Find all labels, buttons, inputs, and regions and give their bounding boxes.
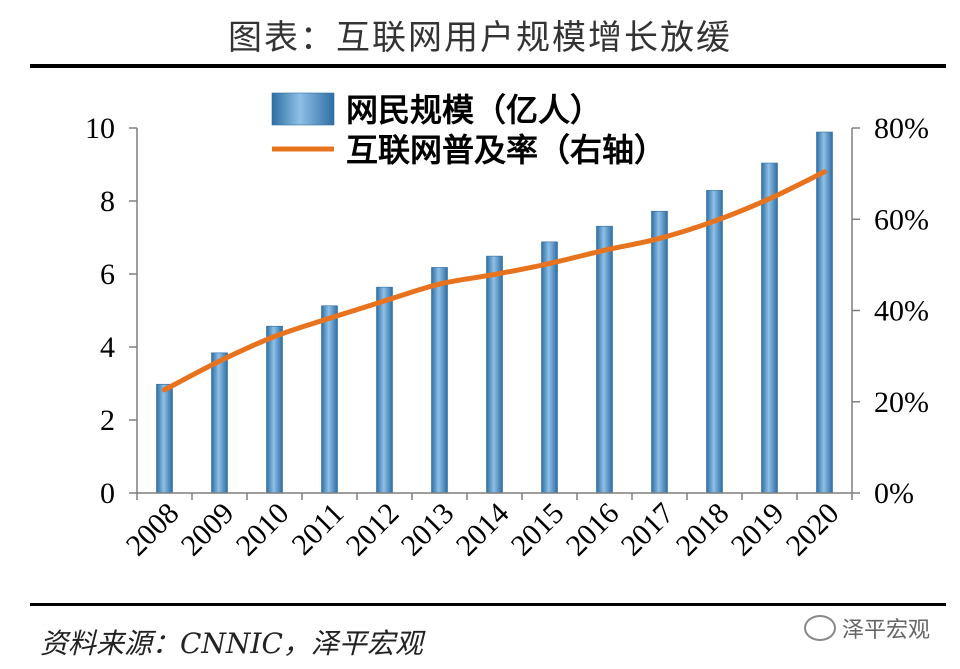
x-tick-label-2016: 2016 bbox=[560, 497, 626, 563]
right-tick-label: 60% bbox=[874, 203, 929, 236]
bar-2018 bbox=[706, 190, 723, 494]
x-tick-label-2010: 2010 bbox=[230, 497, 296, 563]
bar-2012 bbox=[376, 286, 393, 494]
line-series-penetration bbox=[162, 169, 827, 393]
bar-2011 bbox=[321, 305, 338, 494]
left-tick-label: 4 bbox=[100, 331, 115, 364]
left-tick-label: 6 bbox=[100, 258, 115, 291]
bar-2014 bbox=[486, 255, 503, 494]
x-tick-label-2014: 2014 bbox=[450, 497, 516, 563]
left-tick-label: 10 bbox=[85, 112, 115, 145]
x-tick-label-2011: 2011 bbox=[285, 497, 350, 562]
legend-bar-swatch bbox=[271, 92, 335, 126]
x-tick-label-2020: 2020 bbox=[780, 497, 846, 563]
right-tick-label: 20% bbox=[874, 386, 929, 419]
watermark-text: 泽平宏观 bbox=[841, 618, 930, 643]
legend-bar-label: 网民规模（亿人） bbox=[346, 91, 602, 129]
right-tick-label: 80% bbox=[874, 112, 929, 145]
x-tick-label-2008: 2008 bbox=[120, 497, 186, 563]
bar-2009 bbox=[211, 352, 228, 494]
bar-2015 bbox=[541, 241, 558, 494]
x-tick-label-2015: 2015 bbox=[505, 497, 571, 563]
bar-2013 bbox=[431, 267, 448, 494]
top-rule bbox=[30, 64, 946, 68]
x-tick-label-2013: 2013 bbox=[395, 497, 461, 563]
bar-2008 bbox=[156, 383, 173, 494]
source-note: 资料来源：CNNIC，泽平宏观 bbox=[40, 627, 423, 660]
right-tick-label: 0% bbox=[874, 477, 914, 510]
chart-title: 图表：互联网用户规模增长放缓 bbox=[228, 18, 732, 58]
x-tick-label-2009: 2009 bbox=[175, 497, 241, 563]
bar-2020 bbox=[816, 131, 833, 494]
watermark: 泽平宏观 bbox=[803, 612, 930, 644]
x-tick-label-2017: 2017 bbox=[615, 497, 681, 563]
bar-2017 bbox=[651, 210, 668, 494]
x-tick-label-2012: 2012 bbox=[340, 497, 406, 563]
legend-line-label: 互联网普及率（右轴） bbox=[346, 131, 666, 169]
bar-2016 bbox=[596, 225, 613, 494]
x-tick-label-2018: 2018 bbox=[670, 497, 736, 563]
left-tick-label: 8 bbox=[100, 185, 115, 218]
bar-2019 bbox=[761, 162, 778, 494]
x-tick-label-2019: 2019 bbox=[725, 497, 791, 563]
bar-2010 bbox=[266, 325, 283, 494]
right-tick-label: 40% bbox=[874, 295, 929, 328]
wechat-icon bbox=[803, 615, 836, 641]
bottom-rule bbox=[30, 603, 946, 606]
left-tick-label: 0 bbox=[100, 477, 115, 510]
left-tick-label: 2 bbox=[100, 404, 115, 437]
